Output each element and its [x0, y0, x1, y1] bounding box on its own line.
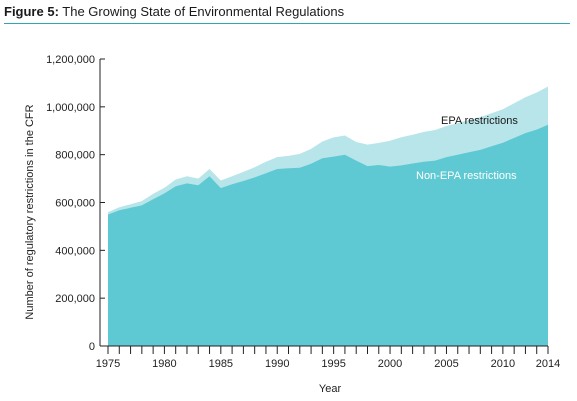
title-rule [4, 23, 570, 24]
y-tick-label: 1,200,000 [46, 54, 95, 66]
y-tick-label: 1,000,000 [46, 102, 95, 114]
x-tick-label: 2014 [536, 358, 560, 370]
x-tick-label: 1975 [96, 358, 120, 370]
figure-title: Figure 5: The Growing State of Environme… [4, 4, 344, 19]
x-tick-label: 2005 [434, 358, 458, 370]
area-layer [108, 86, 548, 346]
y-tick-label: 400,000 [55, 245, 95, 257]
y-tick-label: 800,000 [55, 150, 95, 162]
x-axis-title: Year [319, 383, 342, 395]
x-tick-label: 2010 [491, 358, 515, 370]
x-tick-label: 1985 [209, 358, 233, 370]
axes-layer: 0 200,000 400,000 600,000 800,000 1,000,000 1,… [46, 54, 560, 370]
figure-title-text: The Growing State of Environmental Regul… [62, 4, 345, 19]
x-tick-label: 2000 [378, 358, 402, 370]
y-axis-title: Number of regulatory restrictions in the… [24, 104, 36, 319]
figure-number: Figure 5: [4, 4, 59, 19]
series-label-non-epa: Non-EPA restrictions [416, 170, 517, 182]
y-tick-label: 600,000 [55, 198, 95, 210]
x-tick-label: 1990 [265, 358, 289, 370]
x-tick-label: 1995 [321, 358, 345, 370]
y-tick-label: 0 [89, 341, 95, 353]
y-tick-label: 200,000 [55, 293, 95, 305]
x-tick-label: 1980 [152, 358, 176, 370]
series-label-epa: EPA restrictions [441, 115, 518, 127]
series-area-non-epa [108, 124, 548, 346]
